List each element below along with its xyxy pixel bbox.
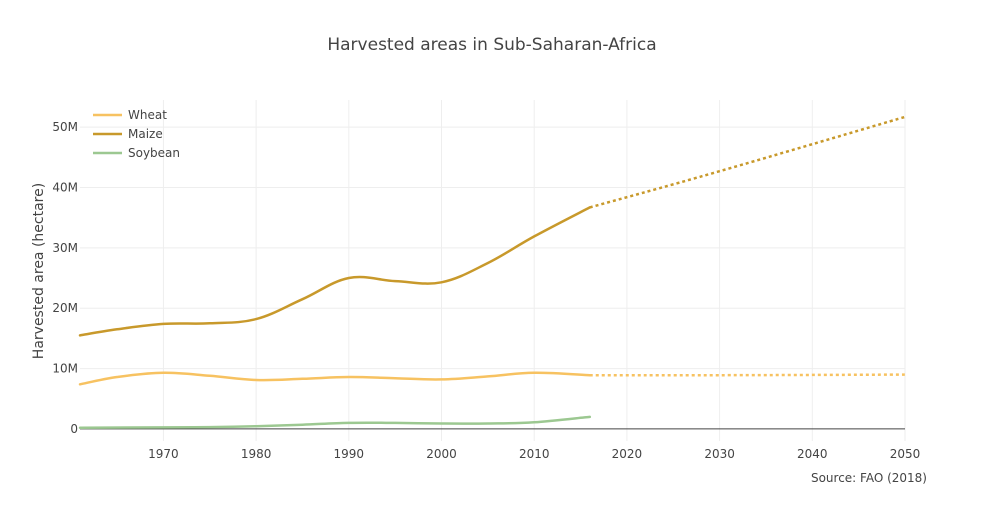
grid-layer <box>80 100 906 441</box>
legend[interactable]: Wheat Maize Soybean <box>93 108 180 160</box>
wheat-line <box>78 371 592 386</box>
x-tick-label: 2020 <box>612 447 643 461</box>
x-tick-label: 2030 <box>704 447 735 461</box>
x-tick-label: 1990 <box>334 447 365 461</box>
maize-projection-line <box>589 115 906 209</box>
y-tick-label: 50M <box>52 120 78 134</box>
source-note: Source: FAO (2018) <box>811 471 927 485</box>
legend-item-soybean[interactable]: Soybean <box>93 146 180 160</box>
y-tick-label: 10M <box>52 362 78 376</box>
legend-label: Soybean <box>128 146 180 160</box>
x-tick-label: 1980 <box>241 447 272 461</box>
x-tick-label: 2000 <box>426 447 457 461</box>
legend-label: Wheat <box>128 108 167 122</box>
y-tick-label: 0 <box>70 422 78 436</box>
chart-title: Harvested areas in Sub-Saharan-Africa <box>327 35 656 55</box>
soybean-line <box>78 415 592 429</box>
x-tick-label: 2050 <box>890 447 921 461</box>
y-axis-title: Harvested area (hectare) <box>31 183 47 359</box>
x-tick-label: 2040 <box>797 447 828 461</box>
y-tick-label: 30M <box>52 241 78 255</box>
y-tick-label: 20M <box>52 301 78 315</box>
x-tick-label: 2010 <box>519 447 550 461</box>
legend-item-wheat[interactable]: Wheat <box>93 108 167 122</box>
series-layer <box>78 115 906 429</box>
tick-layer: 1970 1980 1990 2000 2010 2020 2030 2040 2050 0 10M… <box>52 120 920 461</box>
y-tick-label: 40M <box>52 181 78 195</box>
legend-label: Maize <box>128 127 163 141</box>
legend-item-maize[interactable]: Maize <box>93 127 163 141</box>
x-tick-label: 1970 <box>148 447 179 461</box>
maize-line <box>78 206 592 337</box>
wheat-projection-line <box>589 373 906 377</box>
